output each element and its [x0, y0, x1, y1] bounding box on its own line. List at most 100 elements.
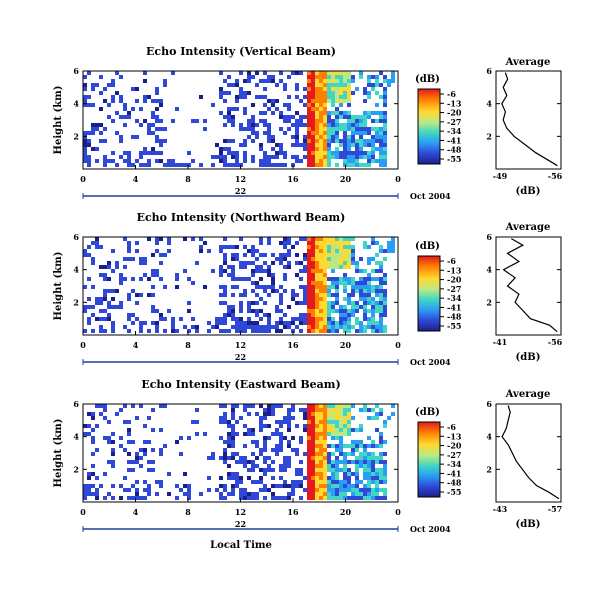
heatmap-cell [135, 301, 139, 305]
x-axis-title: Local Time [210, 540, 272, 551]
heatmap-cell [319, 444, 323, 448]
heatmap-cell [235, 317, 239, 321]
heatmap-cell [383, 464, 387, 468]
average-title: Average [505, 389, 551, 400]
heatmap-cell [111, 321, 115, 325]
heatmap-cell [335, 321, 339, 325]
heatmap-cell [255, 95, 259, 99]
heatmap-cell [131, 440, 135, 444]
heatmap-cell [279, 261, 283, 265]
heatmap-cell [231, 432, 235, 436]
heatmap-cell [115, 71, 119, 75]
heatmap-cell [223, 293, 227, 297]
heatmap-cell [299, 468, 303, 472]
heatmap-cell [227, 440, 231, 444]
heatmap-cell [195, 432, 199, 436]
x-tick-label: 0 [395, 507, 401, 517]
colorbar-gradient [417, 421, 441, 498]
heatmap-cell [383, 155, 387, 159]
heatmap-cell [267, 273, 271, 277]
heatmap-cell [215, 321, 219, 325]
x-tick-label: 16 [287, 507, 299, 517]
heatmap-cell [91, 329, 95, 333]
x-tick-label: 0 [395, 174, 401, 184]
heatmap-cell [295, 87, 299, 91]
heatmap-cell [87, 131, 91, 135]
heatmap-cell [251, 464, 255, 468]
heatmap-cell [339, 444, 343, 448]
heatmap-cell [307, 257, 311, 261]
heatmap-cell [299, 159, 303, 163]
heatmap-cell [167, 472, 171, 476]
heatmap-cell [287, 416, 291, 420]
heatmap-cell [295, 480, 299, 484]
heatmap-cell [127, 468, 131, 472]
heatmap-cell [247, 249, 251, 253]
heatmap-cell [379, 249, 383, 253]
heatmap-cell [183, 269, 187, 273]
heatmap-cell [247, 412, 251, 416]
heatmap-cell [339, 412, 343, 416]
heatmap-cell [263, 468, 267, 472]
heatmap-cell [347, 143, 351, 147]
heatmap-cell [375, 241, 379, 245]
heatmap-cell [239, 325, 243, 329]
heatmap-cell [307, 329, 311, 333]
day-label: 22 [235, 186, 246, 196]
heatmap-cell [283, 151, 287, 155]
heatmap-cell [271, 253, 275, 257]
heatmap-cell [159, 313, 163, 317]
heatmap-cell [287, 249, 291, 253]
heatmap-cell [335, 87, 339, 91]
heatmap-cell [371, 460, 375, 464]
heatmap-cell [279, 464, 283, 468]
heatmap-cell [343, 71, 347, 75]
heatmap-cell [251, 321, 255, 325]
heatmap-cell [323, 95, 327, 99]
heatmap-cell [107, 103, 111, 107]
heatmap-cell [243, 107, 247, 111]
heatmap-cell [163, 127, 167, 131]
heatmap-cell [359, 329, 363, 333]
heatmap-cell [363, 444, 367, 448]
heatmap-cell [367, 472, 371, 476]
heatmap-cell [363, 119, 367, 123]
heatmap-cell [147, 237, 151, 241]
heatmap-cell [283, 468, 287, 472]
heatmap-cell [219, 249, 223, 253]
heatmap-cell [135, 492, 139, 496]
heatmap-cell [255, 440, 259, 444]
heatmap-cell [343, 492, 347, 496]
heatmap-cell [363, 127, 367, 131]
heatmap-cell [279, 484, 283, 488]
heatmap-cell [195, 408, 199, 412]
heatmap-cell [311, 241, 315, 245]
heatmap-cell [335, 245, 339, 249]
heatmap-cell [379, 139, 383, 143]
heatmap-cell [259, 95, 263, 99]
heatmap-cell [279, 115, 283, 119]
heatmap-cell [259, 269, 263, 273]
heatmap-cell [255, 480, 259, 484]
x-tick-label: 12 [235, 174, 246, 184]
heatmap-cell [359, 119, 363, 123]
heatmap-cell [279, 436, 283, 440]
heatmap-cell [235, 321, 239, 325]
heatmap-cell [339, 325, 343, 329]
heatmap-cell [311, 71, 315, 75]
heatmap-cell [323, 424, 327, 428]
heatmap-cell [311, 257, 315, 261]
heatmap-cell [359, 143, 363, 147]
heatmap-cell [335, 135, 339, 139]
heatmap-cell [231, 317, 235, 321]
heatmap-cell [235, 257, 239, 261]
heatmap-cell [327, 143, 331, 147]
heatmap-cell [171, 321, 175, 325]
heatmap-cell [283, 265, 287, 269]
heatmap-cell [207, 456, 211, 460]
heatmap-cell [263, 269, 267, 273]
heatmap-cell [255, 135, 259, 139]
heatmap-cell [307, 496, 311, 500]
heatmap-cell [335, 151, 339, 155]
heatmap-cell [335, 119, 339, 123]
